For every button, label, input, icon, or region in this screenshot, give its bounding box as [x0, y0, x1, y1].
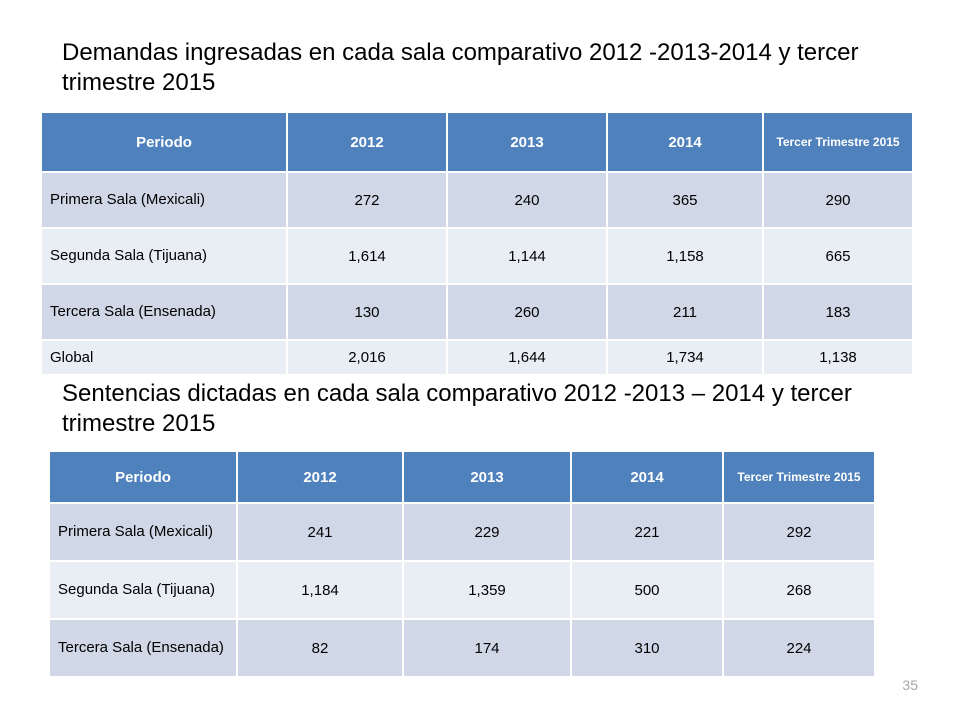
- cell-2013: 229: [402, 502, 572, 562]
- row-label: Tercera Sala (Ensenada): [40, 283, 288, 341]
- table-header-row: Periodo 2012 2013 2014 Tercer Trimestre …: [48, 450, 876, 504]
- cell-tercer-trimestre: 665: [762, 227, 914, 285]
- header-2012: 2012: [236, 450, 404, 504]
- header-2014: 2014: [606, 111, 764, 173]
- header-tercer-trimestre: Tercer Trimestre 2015: [762, 111, 914, 173]
- row-label: Segunda Sala (Tijuana): [48, 560, 238, 620]
- cell-2012: 1,614: [286, 227, 448, 285]
- cell-2014: 211: [606, 283, 764, 341]
- cell-2014: 1,158: [606, 227, 764, 285]
- cell-tercer-trimestre: 1,138: [762, 339, 914, 376]
- row-label: Primera Sala (Mexicali): [40, 171, 288, 229]
- cell-2013: 1,144: [446, 227, 608, 285]
- row-label: Segunda Sala (Tijuana): [40, 227, 288, 285]
- cell-2013: 260: [446, 283, 608, 341]
- header-2012: 2012: [286, 111, 448, 173]
- page-number: 35: [902, 677, 918, 693]
- sentencias-table: Periodo 2012 2013 2014 Tercer Trimestre …: [48, 450, 876, 678]
- table-row: Tercera Sala (Ensenada) 82 174 310 224: [48, 618, 876, 678]
- row-label: Primera Sala (Mexicali): [48, 502, 238, 562]
- table-row: Segunda Sala (Tijuana) 1,184 1,359 500 2…: [48, 560, 876, 620]
- cell-2012: 272: [286, 171, 448, 229]
- table-row-global: Global 2,016 1,644 1,734 1,138: [40, 339, 914, 376]
- demandas-table: Periodo 2012 2013 2014 Tercer Trimestre …: [40, 111, 914, 376]
- row-label: Tercera Sala (Ensenada): [48, 618, 238, 678]
- cell-2013: 240: [446, 171, 608, 229]
- table-row: Primera Sala (Mexicali) 272 240 365 290: [40, 171, 914, 229]
- cell-2012: 241: [236, 502, 404, 562]
- cell-2014: 1,734: [606, 339, 764, 376]
- cell-2014: 500: [570, 560, 724, 620]
- cell-tercer-trimestre: 290: [762, 171, 914, 229]
- table-row: Tercera Sala (Ensenada) 130 260 211 183: [40, 283, 914, 341]
- table-row: Primera Sala (Mexicali) 241 229 221 292: [48, 502, 876, 562]
- cell-tercer-trimestre: 183: [762, 283, 914, 341]
- cell-2014: 221: [570, 502, 724, 562]
- sentencias-heading: Sentencias dictadas en cada sala compara…: [62, 380, 852, 437]
- header-periodo: Periodo: [48, 450, 238, 504]
- cell-2014: 365: [606, 171, 764, 229]
- header-2013: 2013: [446, 111, 608, 173]
- header-2014: 2014: [570, 450, 724, 504]
- cell-2013: 1,644: [446, 339, 608, 376]
- table-header-row: Periodo 2012 2013 2014 Tercer Trimestre …: [40, 111, 914, 173]
- cell-2012: 82: [236, 618, 404, 678]
- row-label: Global: [40, 339, 288, 376]
- table-row: Segunda Sala (Tijuana) 1,614 1,144 1,158…: [40, 227, 914, 285]
- cell-tercer-trimestre: 224: [722, 618, 876, 678]
- cell-2012: 130: [286, 283, 448, 341]
- cell-2013: 174: [402, 618, 572, 678]
- cell-tercer-trimestre: 268: [722, 560, 876, 620]
- header-periodo: Periodo: [40, 111, 288, 173]
- demandas-heading: Demandas ingresadas en cada sala compara…: [62, 39, 859, 96]
- cell-2013: 1,359: [402, 560, 572, 620]
- header-2013: 2013: [402, 450, 572, 504]
- cell-2012: 2,016: [286, 339, 448, 376]
- cell-tercer-trimestre: 292: [722, 502, 876, 562]
- header-tercer-trimestre: Tercer Trimestre 2015: [722, 450, 876, 504]
- cell-2014: 310: [570, 618, 724, 678]
- cell-2012: 1,184: [236, 560, 404, 620]
